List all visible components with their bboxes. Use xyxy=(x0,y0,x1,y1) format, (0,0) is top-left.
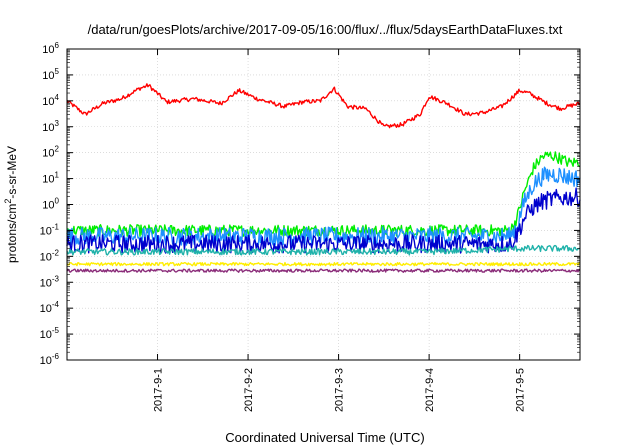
y-tick-label: 102 xyxy=(42,145,59,160)
plot-frame xyxy=(66,48,581,361)
series-group xyxy=(66,83,581,273)
series-line xyxy=(66,166,581,246)
y-tick-label: 100 xyxy=(42,197,59,212)
series-line xyxy=(66,261,581,267)
x-tick-label: 2017-9-3 xyxy=(334,368,346,412)
chart-title: /data/run/goesPlots/archive/2017-09-05/1… xyxy=(87,22,563,37)
y-tick-label: 10-2 xyxy=(40,248,60,263)
y-tick-label: 106 xyxy=(42,41,59,56)
series-line xyxy=(66,244,581,256)
series-line xyxy=(66,151,580,237)
y-tick-label: 10-4 xyxy=(40,300,60,315)
x-axis-label: Coordinated Universal Time (UTC) xyxy=(225,430,425,445)
series-line xyxy=(66,83,581,129)
y-tick-label: 105 xyxy=(42,67,59,82)
x-tick-label: 2017-9-5 xyxy=(515,368,527,412)
y-tick-label: 10-1 xyxy=(40,222,60,237)
y-tick-label: 103 xyxy=(42,119,59,134)
x-tick-label: 2017-9-4 xyxy=(424,368,436,412)
x-tick-label: 2017-9-2 xyxy=(243,368,255,412)
series-line xyxy=(66,187,581,254)
y-tick-label: 10-6 xyxy=(40,352,60,367)
y-tick-label: 104 xyxy=(42,93,59,108)
grid-lines xyxy=(67,48,580,361)
x-tick-label: 2017-9-1 xyxy=(153,368,165,412)
y-tick-label: 10-3 xyxy=(40,274,60,289)
series-line xyxy=(66,268,581,273)
y-tick-label: 101 xyxy=(42,171,59,186)
tick-group: 10-6 10-5 10-4 10-3 10-2 10-1 100 101 102 103 104 1… xyxy=(40,41,580,412)
y-tick-label: 10-5 xyxy=(40,326,60,341)
y-axis-label: protons/cm2-s-sr-MeV xyxy=(3,146,19,263)
